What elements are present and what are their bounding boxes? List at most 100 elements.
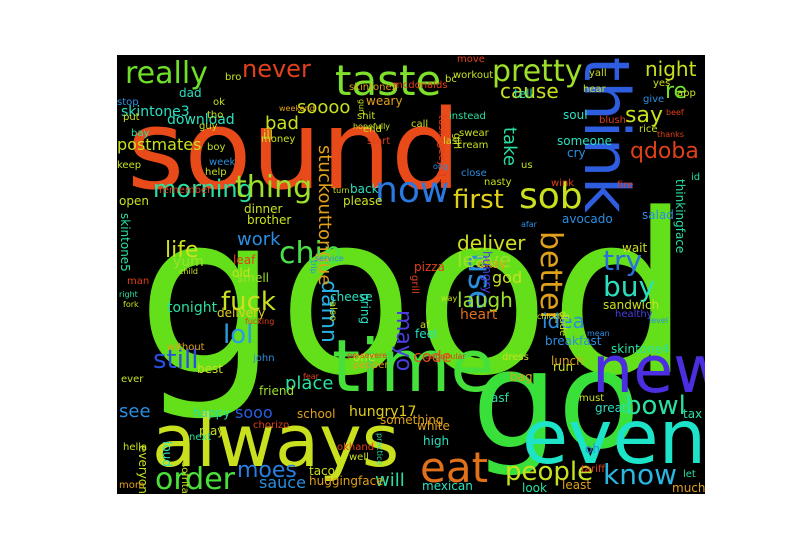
word-take: take — [499, 127, 520, 166]
word-taste: taste — [335, 56, 442, 105]
word-yum: yum — [173, 254, 204, 270]
word-bowl: bowl — [625, 391, 686, 421]
word-healthy: healthy — [615, 309, 653, 320]
word-please: please — [343, 194, 383, 208]
word-tho: tho — [207, 110, 224, 121]
word-money: money — [261, 134, 296, 145]
word-workout: workout — [453, 70, 494, 81]
word-better: better — [533, 231, 568, 323]
word-mean: mean — [587, 329, 610, 338]
word-way: way — [441, 294, 458, 303]
word-soooo: soooo — [297, 97, 351, 118]
word-us: us — [521, 160, 533, 171]
word-dinner: dinner — [244, 202, 283, 216]
word-white: white — [417, 419, 450, 433]
word-much: much — [672, 481, 705, 494]
word-child: child — [179, 267, 198, 276]
word-old: old — [232, 266, 251, 280]
word-feel: feel — [415, 327, 438, 341]
word-go: go — [472, 322, 641, 479]
word-fire: fire — [617, 180, 634, 191]
word-play: play — [199, 424, 225, 438]
word-tell: tell — [514, 87, 533, 101]
word-bad: bad — [265, 113, 299, 134]
word-john: john — [253, 353, 275, 364]
word-soul: soul — [563, 108, 588, 122]
word-eat: eat — [420, 443, 489, 492]
word-try: try — [603, 244, 643, 277]
word-unpopular: unpopular — [425, 352, 466, 361]
word-never: never — [242, 55, 311, 83]
word-let: let — [683, 469, 696, 480]
word-good: good — [137, 167, 691, 425]
word-think: think — [570, 57, 643, 214]
word-something: something — [380, 413, 444, 427]
word-last: last — [443, 136, 462, 147]
word-skintone3: skintone3 — [121, 104, 190, 120]
word-pretty: pretty — [492, 55, 583, 89]
word-mcdonalds: mcdonalds — [393, 80, 448, 91]
word-skintone2: skintone2 — [349, 82, 399, 93]
word-stop: stop — [117, 97, 139, 108]
word-remember: remember — [159, 185, 212, 196]
word-thinkingface: thinkingface — [673, 179, 687, 254]
word-fear: fear — [303, 372, 319, 381]
word-hungry17: hungry17 — [349, 404, 417, 420]
word-brother: brother — [247, 213, 292, 227]
word-sandwich: sandwich — [603, 298, 660, 312]
word-leave: leave — [457, 248, 512, 272]
word-now: now — [375, 170, 450, 211]
word-tax: tax — [683, 407, 703, 421]
word-grill: grill — [409, 275, 420, 294]
word-cloud: good sound go time always even new think taste ea… — [117, 55, 705, 494]
word-lol: lol — [223, 320, 254, 350]
word-must: must — [579, 393, 605, 404]
word-chorizo: chorizo — [253, 420, 290, 431]
word-boy: boy — [207, 142, 226, 153]
word-oh: oh — [585, 442, 600, 456]
word-sauce: sauce — [259, 473, 306, 492]
word-really: really — [125, 56, 208, 91]
word-mom: mom — [119, 480, 145, 491]
word-chickfila: chickfila — [537, 312, 570, 321]
word-shit: shit — [357, 111, 376, 122]
word-dress: dress — [502, 352, 529, 363]
word-thanks: thanks — [657, 130, 684, 139]
word-salad: salad — [642, 208, 674, 222]
word-re: re — [665, 79, 688, 104]
word-smell: smell — [237, 271, 269, 285]
word-breakfast: breakfast — [545, 334, 602, 348]
word-look: look — [522, 481, 547, 494]
word-stuckouttongue: stuckouttongue — [314, 145, 335, 286]
word-best: best — [197, 362, 223, 376]
word-chip: chip — [279, 236, 342, 271]
word-see: see — [119, 401, 151, 422]
word-back: back — [350, 182, 379, 196]
word-wait: wait — [622, 241, 648, 255]
word-run: run — [553, 360, 574, 374]
word-fucking: fucking — [245, 317, 275, 326]
word-end: end — [363, 124, 382, 135]
word-know: know — [603, 458, 677, 491]
word-sooo: sooo — [235, 403, 273, 422]
word-heart: heart — [460, 307, 498, 323]
word-sofritas: sofritas — [179, 462, 190, 494]
word-cream: cream — [457, 140, 489, 151]
word-without: without — [167, 342, 205, 353]
word-ill: ill — [263, 128, 274, 142]
word-close: close — [461, 168, 487, 179]
word-call: call — [411, 119, 429, 130]
word-right: right — [119, 290, 138, 299]
word-friend: friend — [259, 384, 295, 398]
word-taco: taco — [309, 464, 335, 478]
word-persevere: persevere — [347, 351, 388, 360]
word-give: give — [643, 94, 665, 105]
word-mexican: mexican — [422, 479, 473, 493]
word-time: time — [332, 324, 495, 408]
word-still: still — [153, 345, 199, 375]
word-okhand: okhand — [337, 442, 375, 453]
word-pepper: pepper — [353, 360, 389, 371]
word-god: god — [492, 268, 523, 287]
word-ok: ok — [213, 97, 225, 108]
word-lunch: lunch — [551, 354, 584, 368]
